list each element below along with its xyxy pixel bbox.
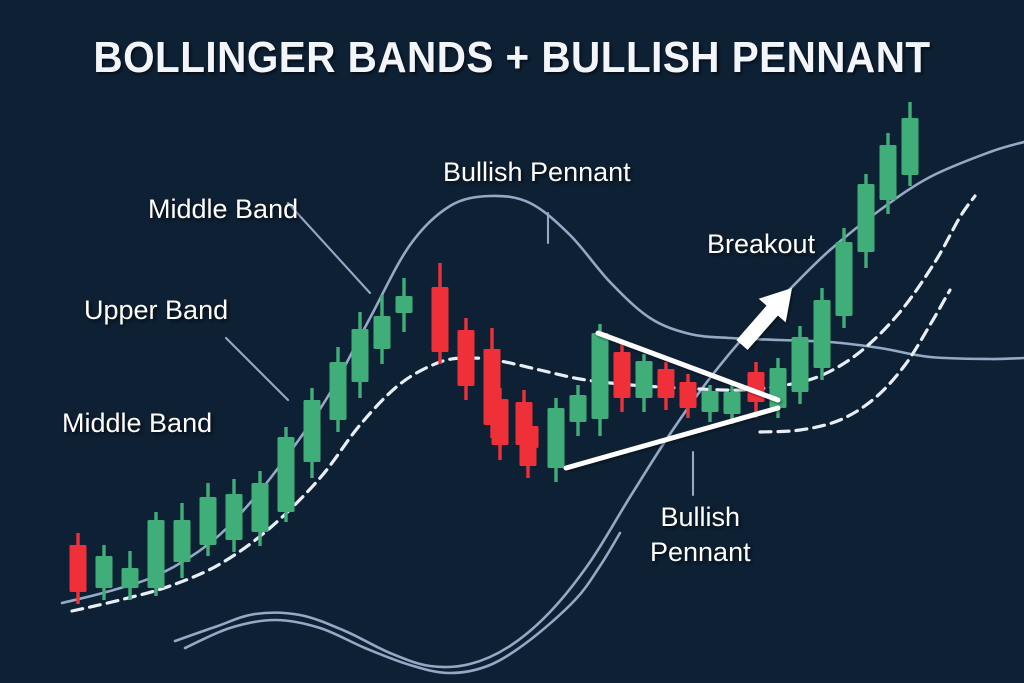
candlestick: [329, 347, 347, 432]
candlestick: [173, 503, 191, 578]
candlestick: [457, 318, 475, 400]
band-line-3: [758, 288, 952, 434]
candlestick: [569, 385, 587, 436]
candlestick: [431, 263, 449, 364]
breakout-arrow: [736, 288, 792, 350]
candlestick: [613, 342, 631, 412]
candlestick: [395, 278, 413, 332]
candlestick: [199, 483, 217, 556]
annotation-leader-lines: [224, 201, 695, 497]
candlestick: [373, 295, 391, 364]
band-line-4: [183, 531, 622, 675]
candlestick: [635, 354, 653, 412]
pennant-lower-trendline: [563, 405, 781, 471]
candlestick: [723, 384, 741, 424]
candlestick: [835, 228, 853, 328]
candlestick: [251, 471, 269, 546]
candlestick: [547, 398, 565, 482]
candlestick: [147, 512, 165, 596]
band-line-0: [60, 194, 1024, 605]
candlestick-series: [69, 102, 919, 604]
candlestick: [857, 174, 875, 268]
candlestick: [491, 388, 509, 460]
candlestick: [303, 388, 321, 478]
candlestick: [225, 479, 243, 552]
candlestick: [879, 133, 897, 214]
leader-line-0: [286, 201, 372, 295]
candlestick: [519, 423, 537, 478]
pennant-upper-trendline: [595, 330, 781, 403]
candlestick: [701, 385, 719, 422]
candlestick: [657, 362, 675, 410]
candlestick: [121, 551, 139, 600]
candlestick: [69, 533, 87, 604]
candlestick: [791, 326, 809, 404]
breakout-arrow-icon: [736, 288, 792, 350]
candlestick: [813, 288, 831, 380]
candlestick: [277, 427, 295, 522]
candlestick: [351, 312, 369, 398]
candlestick: [679, 374, 697, 418]
pennant-trendlines: [563, 330, 781, 471]
candlestick: [901, 102, 919, 186]
candlestick: [591, 324, 609, 436]
leader-line-1: [224, 336, 290, 402]
candlestick: [95, 545, 113, 600]
